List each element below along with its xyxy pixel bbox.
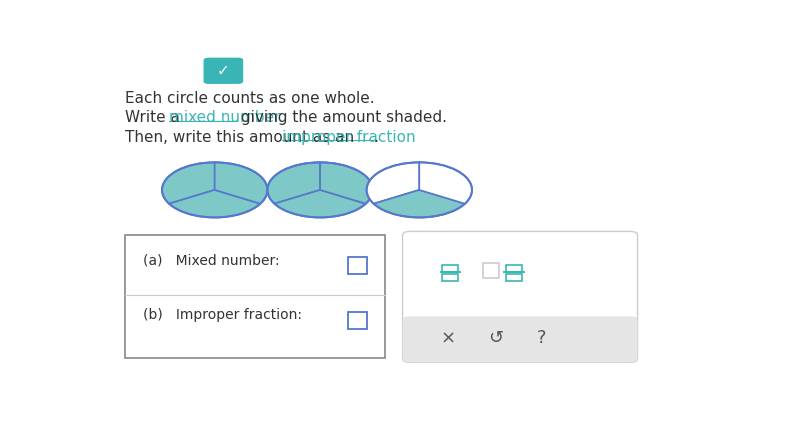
FancyBboxPatch shape xyxy=(506,274,522,281)
FancyBboxPatch shape xyxy=(442,265,458,272)
FancyBboxPatch shape xyxy=(348,257,366,274)
Text: Each circle counts as one whole.: Each circle counts as one whole. xyxy=(125,91,374,106)
FancyBboxPatch shape xyxy=(442,274,458,281)
Text: Write a: Write a xyxy=(125,110,185,125)
Wedge shape xyxy=(320,163,373,204)
Text: (a)   Mixed number:: (a) Mixed number: xyxy=(143,253,280,267)
Text: ✓: ✓ xyxy=(217,64,230,78)
Text: giving the amount shaded.: giving the amount shaded. xyxy=(237,110,447,125)
Wedge shape xyxy=(169,190,260,218)
Wedge shape xyxy=(366,163,419,204)
FancyBboxPatch shape xyxy=(506,265,522,272)
Text: ×: × xyxy=(441,329,456,347)
FancyBboxPatch shape xyxy=(348,312,366,329)
Text: Then, write this amount as an: Then, write this amount as an xyxy=(125,130,358,145)
Wedge shape xyxy=(214,163,267,204)
Text: ?: ? xyxy=(537,329,546,347)
FancyBboxPatch shape xyxy=(402,316,638,362)
FancyBboxPatch shape xyxy=(125,235,386,359)
Wedge shape xyxy=(274,190,366,218)
Text: mixed number: mixed number xyxy=(170,110,281,125)
Text: (b)   Improper fraction:: (b) Improper fraction: xyxy=(143,308,302,322)
FancyBboxPatch shape xyxy=(203,58,243,84)
FancyBboxPatch shape xyxy=(402,232,638,362)
Text: improper fraction: improper fraction xyxy=(282,130,415,145)
Wedge shape xyxy=(162,163,214,204)
FancyBboxPatch shape xyxy=(483,263,499,278)
Text: ↺: ↺ xyxy=(488,329,503,347)
Wedge shape xyxy=(267,163,320,204)
Wedge shape xyxy=(419,163,472,204)
Text: .: . xyxy=(374,130,378,145)
Wedge shape xyxy=(374,190,465,218)
